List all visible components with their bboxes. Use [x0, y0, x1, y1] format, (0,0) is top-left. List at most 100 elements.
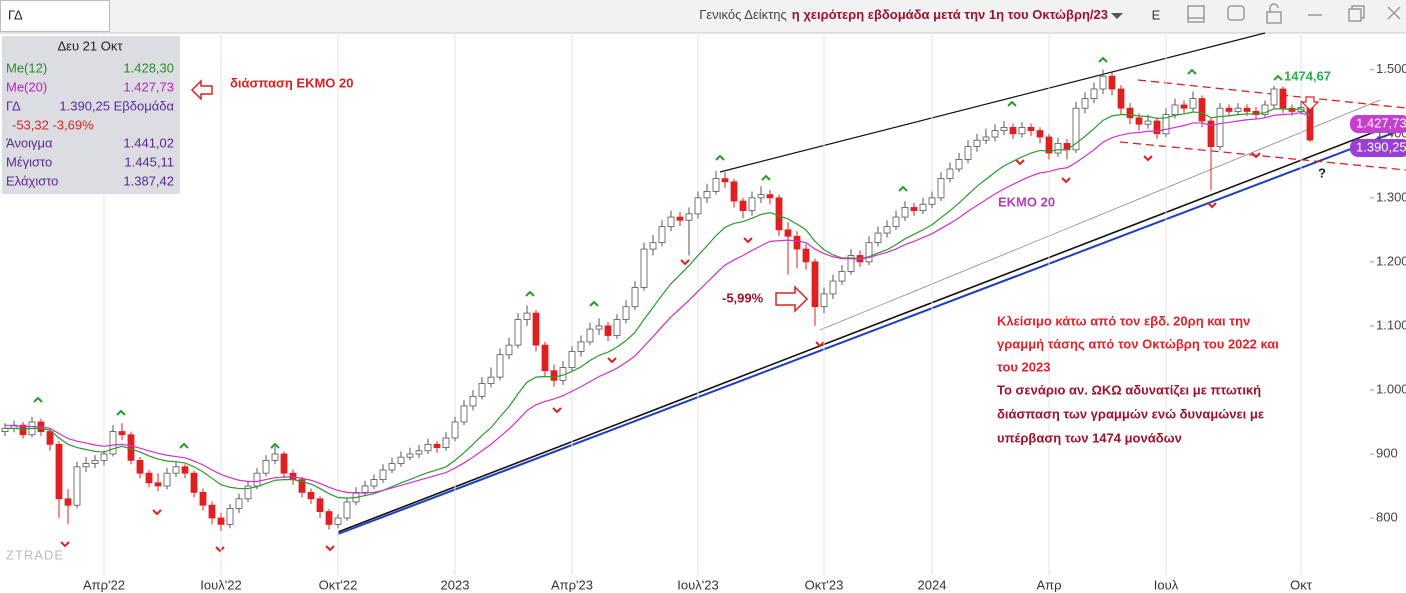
pivot-high — [761, 174, 771, 181]
candle-body — [109, 431, 117, 455]
candle-body — [1207, 120, 1215, 148]
info-value: 1.445,11 — [124, 154, 174, 169]
pivot-high — [1187, 68, 1197, 75]
icon[interactable] — [1227, 5, 1245, 21]
candle-body — [892, 216, 900, 228]
candle-body — [1117, 88, 1125, 109]
x-tick-label: Ιουλ — [1154, 577, 1179, 592]
symbol: ΓΔ — [8, 7, 23, 22]
candle-body — [262, 459, 270, 474]
candle-body — [442, 437, 450, 448]
icon[interactable] — [1187, 5, 1205, 23]
info-label: Άνοιγμα — [6, 135, 53, 150]
annotations: Δευ 21 Οκτ Me(12) 1.428,30 Me(20) 1.427,… — [2, 36, 1406, 445]
candle-body — [1261, 104, 1269, 116]
candle-body — [838, 271, 846, 282]
candle-body — [424, 443, 432, 452]
candle-body — [235, 498, 243, 509]
candle-body — [1081, 98, 1089, 109]
y-tick-label: 900 — [1376, 445, 1398, 460]
candle-body — [703, 191, 711, 199]
candle-body — [1054, 143, 1062, 154]
candle-body — [1198, 98, 1206, 122]
candle-body — [532, 312, 540, 346]
candle-body — [226, 508, 234, 525]
toolbar-icons — [1187, 3, 1401, 24]
pivot-low — [552, 407, 562, 414]
candle-body — [271, 453, 279, 461]
candle-body — [136, 459, 144, 474]
candle-body — [910, 207, 918, 212]
pivot-low — [1207, 202, 1217, 209]
candle-body — [163, 472, 171, 487]
candle-body — [1018, 127, 1026, 135]
candle-body — [1036, 130, 1044, 138]
candle-body — [1126, 107, 1134, 119]
pivot-high — [179, 442, 189, 449]
candle-body — [829, 280, 837, 295]
icon — [1351, 5, 1365, 19]
info-date: Δευ 21 Οκτ — [57, 38, 123, 53]
candle-body — [307, 491, 315, 500]
symbol-input[interactable] — [0, 0, 110, 32]
menu-button[interactable]: E — [1152, 7, 1161, 22]
candle-body — [694, 197, 702, 215]
info-value: 1.390,25 Εβδομάδα — [59, 98, 174, 113]
candle-body — [334, 517, 342, 525]
info-panel — [2, 36, 180, 194]
candle-body — [154, 482, 162, 487]
x-tick-label: Οκτ'22 — [319, 577, 358, 592]
y-tick-label: 1.200 — [1376, 253, 1406, 268]
candle-body — [82, 463, 90, 468]
candle-body — [1234, 107, 1242, 112]
pivot-low — [607, 357, 617, 364]
candle-body — [397, 456, 405, 464]
candle-body — [604, 325, 612, 336]
x-tick-label: 2024 — [918, 577, 947, 592]
annotation: διάσπαση ΕΚΜΟ 20 — [230, 75, 353, 90]
candle-body — [757, 194, 765, 199]
candle-body — [406, 453, 414, 458]
channel-line — [819, 99, 1381, 331]
candle-body — [190, 472, 198, 493]
candle-body — [712, 178, 720, 192]
pivot-low — [1015, 159, 1025, 166]
note-line: διάσπαση των γραμμών ενώ δυναμώνει με — [997, 406, 1264, 421]
pivot-high — [898, 185, 908, 192]
y-tick-label: 1.500 — [1376, 61, 1406, 76]
pivot-low — [1061, 177, 1071, 184]
candle-body — [217, 517, 225, 525]
candle-body — [478, 383, 486, 397]
candle-body — [1153, 120, 1161, 135]
candle-body — [199, 491, 207, 506]
pivot-low — [743, 237, 753, 244]
icon[interactable] — [1348, 8, 1362, 22]
x-tick-label: Ιουλ'22 — [200, 577, 241, 592]
icon[interactable] — [1266, 11, 1282, 24]
candle-body — [1216, 107, 1224, 148]
candle-body — [1243, 107, 1251, 112]
candle-body — [766, 194, 774, 199]
pivot-low — [1143, 155, 1153, 162]
price-tag — [1350, 139, 1406, 157]
candle-body — [298, 479, 306, 493]
y-tick-label: 1.000 — [1376, 381, 1406, 396]
dropdown-arrow[interactable] — [1111, 13, 1123, 19]
pivot-high — [1098, 56, 1108, 63]
candle-body — [1108, 75, 1116, 90]
pivot-low — [215, 546, 225, 553]
note-line: Το σενάριο αν. ΩΚΩ αδυνατίζει με πτωτική — [997, 382, 1261, 397]
candle-body — [64, 498, 72, 506]
candle-body — [748, 197, 756, 212]
candle-body — [91, 459, 99, 464]
candle-body — [379, 469, 387, 480]
candle-body — [649, 242, 657, 250]
title: Γενικός Δείκτης η χειρότερη εβδομάδα μετά… — [699, 7, 1108, 22]
candle-body — [1180, 104, 1188, 109]
icon[interactable] — [1387, 6, 1401, 20]
candle-body — [433, 443, 441, 448]
info-label: Me(20) — [6, 79, 47, 94]
candle-body — [1027, 127, 1035, 132]
candle-body — [946, 168, 954, 180]
